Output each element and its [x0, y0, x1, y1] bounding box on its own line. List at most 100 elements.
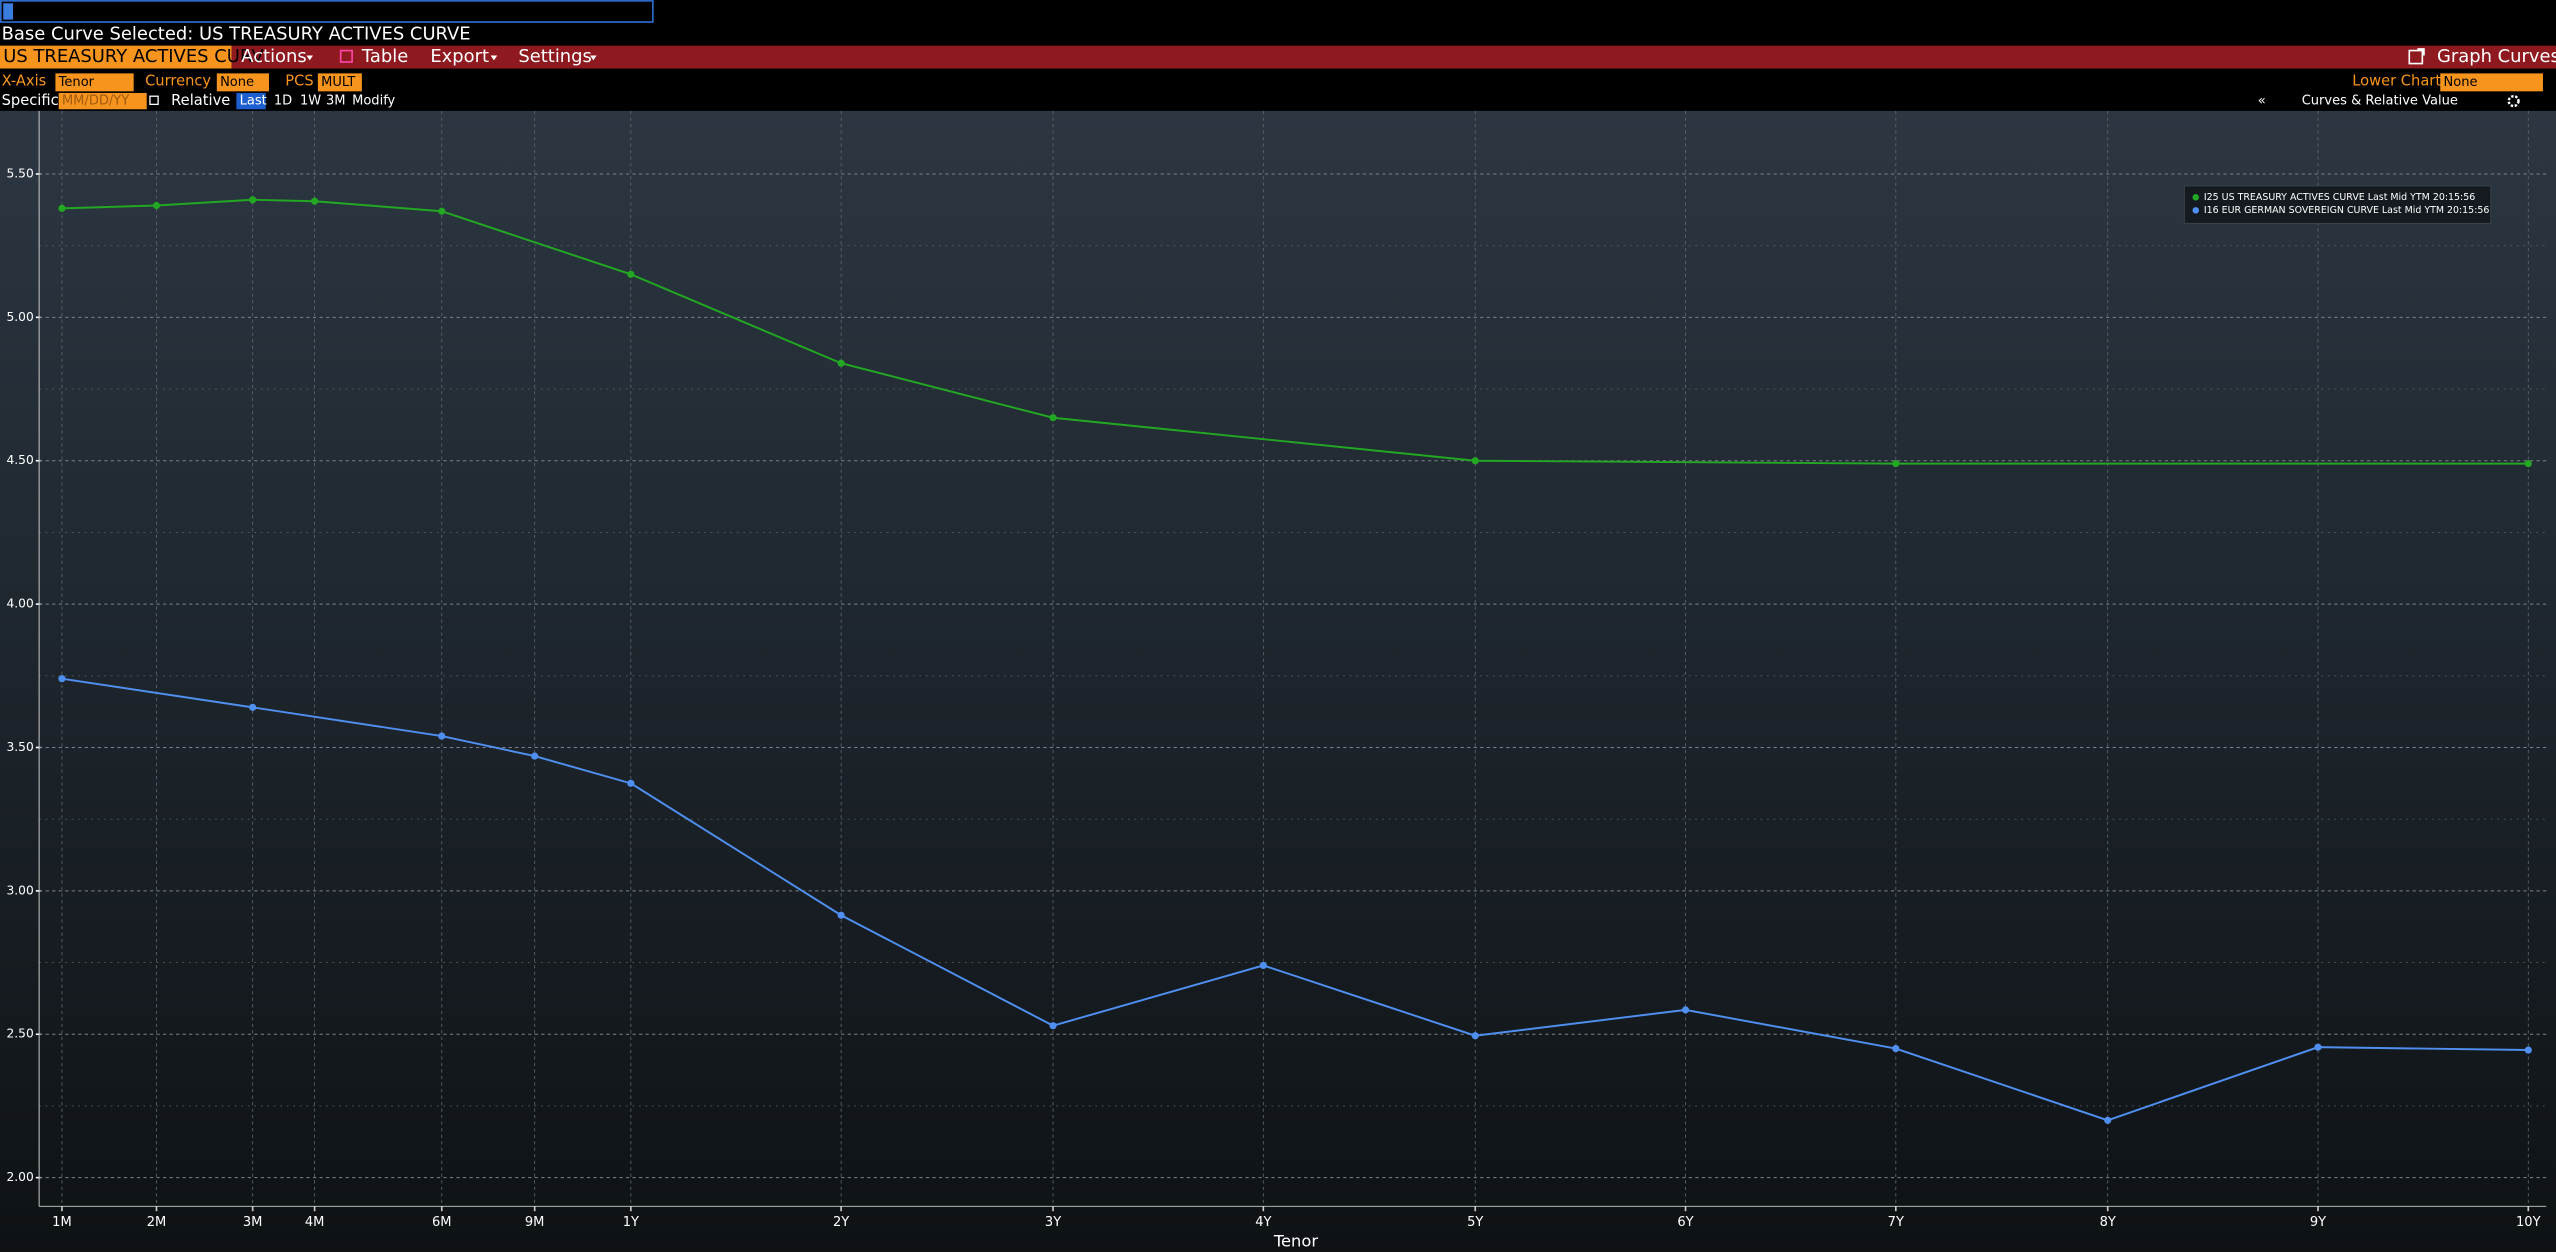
pcs-value: MULT	[321, 75, 355, 90]
legend-swatch	[2192, 207, 2200, 214]
export-menu[interactable]: Export	[430, 46, 489, 67]
x-tick-label: 3Y	[1045, 1215, 1061, 1230]
curve-field[interactable]	[0, 45, 232, 69]
relative-label: Relative	[171, 92, 230, 109]
modify-button[interactable]: Modify	[352, 94, 395, 109]
last-button-bg	[236, 92, 266, 110]
table-icon	[339, 49, 353, 63]
x-tick-label: 7Y	[1888, 1215, 1904, 1230]
legend	[2183, 185, 2492, 224]
popout-icon	[2408, 48, 2425, 65]
currency-field[interactable]	[216, 73, 269, 92]
x-tick-label: 3M	[243, 1215, 263, 1230]
data-point	[627, 270, 635, 278]
legend-entry: I25 US TREASURY ACTIVES CURVE Last Mid Y…	[2204, 192, 2475, 203]
y-tick-label: 2.50	[7, 1027, 34, 1041]
calendar-icon[interactable]	[149, 95, 159, 106]
data-point	[438, 732, 446, 740]
xaxis-field[interactable]	[55, 73, 134, 92]
graph-curves-button[interactable]: Graph Curves	[2437, 46, 2556, 67]
x-tick-label: 2Y	[833, 1215, 849, 1230]
data-point	[2524, 1046, 2532, 1054]
x-tick-label: 1M	[52, 1215, 72, 1230]
data-point	[2104, 1116, 2112, 1124]
x-tick-label: 4Y	[1255, 1215, 1271, 1230]
data-point	[837, 359, 845, 367]
data-point	[1892, 460, 1900, 468]
y-tick-label: 5.50	[7, 166, 34, 180]
table-button[interactable]: Table	[361, 46, 408, 67]
base-curve: Base Curve Selected: US TREASURY ACTIVES…	[2, 23, 471, 44]
currency-label: Currency	[145, 73, 211, 90]
settings-menu[interactable]: Settings	[518, 46, 592, 67]
series-line	[61, 677, 2529, 1122]
y-tick-label: 4.50	[7, 453, 34, 467]
data-point	[1892, 1045, 1900, 1053]
x-tick-label: 9Y	[2310, 1215, 2326, 1230]
data-point	[1471, 457, 1479, 465]
curve-field-text: US TREASURY ACTIVES CURV	[3, 46, 264, 67]
actions-menu[interactable]: Actions	[241, 46, 306, 67]
legend-swatch	[2192, 194, 2200, 201]
data-point	[1681, 1006, 1690, 1014]
plot-background	[0, 110, 2556, 1252]
legend-entry: I16 EUR GERMAN SOVEREIGN CURVE Last Mid …	[2204, 205, 2490, 216]
1d-button[interactable]: 1D	[274, 94, 292, 109]
y-tick-label: 3.00	[7, 883, 34, 897]
y-tick-label: 4.00	[7, 597, 34, 611]
data-point	[58, 204, 66, 212]
cursor	[3, 3, 14, 20]
collapse-button[interactable]: «	[2258, 94, 2266, 109]
dropdown-arrow	[306, 55, 313, 61]
data-point	[531, 752, 539, 760]
specific-label: Specific	[2, 92, 59, 109]
command-input[interactable]	[0, 0, 654, 23]
last-button[interactable]: Last	[240, 94, 267, 109]
x-tick-label: 2M	[147, 1215, 167, 1230]
x-tick-label: 4M	[305, 1215, 325, 1230]
toolbar	[0, 45, 2556, 69]
x-tick-label: 6Y	[1677, 1215, 1693, 1230]
lower-chart-field[interactable]	[2440, 73, 2543, 92]
data-point	[2314, 1043, 2322, 1051]
x-tick-label: 1Y	[623, 1215, 639, 1230]
data-point	[627, 779, 635, 787]
x-tick-label: 5Y	[1467, 1215, 1483, 1230]
data-point	[249, 703, 257, 711]
lower-chart-value: None	[2444, 75, 2478, 90]
3m-button[interactable]: 3M	[326, 94, 346, 109]
data-point	[438, 207, 446, 215]
xaxis-value: Tenor	[58, 75, 95, 90]
data-point	[249, 196, 257, 204]
y-tick-label: 3.50	[7, 740, 34, 754]
x-axis-title: Tenor	[1273, 1232, 1319, 1251]
y-tick-label: 5.00	[7, 310, 34, 324]
date-placeholder: MM/DD/YY	[62, 94, 129, 109]
data-point	[311, 197, 319, 205]
data-point	[1049, 1022, 1057, 1030]
settings-gear[interactable]	[2507, 94, 2520, 108]
data-point	[152, 201, 161, 210]
data-point	[1049, 414, 1057, 422]
pcs-label: PCS	[285, 73, 313, 90]
data-point	[837, 911, 845, 919]
dropdown-arrow	[590, 55, 597, 61]
date-field[interactable]	[58, 92, 147, 110]
x-tick-label: 9M	[525, 1215, 545, 1230]
panel-title: Curves & Relative Value	[2302, 94, 2458, 109]
y-tick-label: 2.00	[7, 1170, 34, 1184]
data-point	[2524, 460, 2532, 468]
x-tick-label: 10Y	[2516, 1215, 2541, 1230]
data-point	[1471, 1032, 1479, 1040]
dropdown-arrow	[490, 55, 498, 61]
x-tick-label: 6M	[432, 1215, 452, 1230]
pcs-field[interactable]	[317, 73, 362, 92]
1w-button[interactable]: 1W	[300, 94, 321, 109]
lower-chart-label: Lower Chart	[2352, 73, 2441, 90]
data-point	[1259, 961, 1267, 970]
x-tick-label: 8Y	[2100, 1215, 2116, 1230]
data-point	[58, 675, 66, 683]
xaxis-label: X-Axis	[2, 73, 47, 90]
